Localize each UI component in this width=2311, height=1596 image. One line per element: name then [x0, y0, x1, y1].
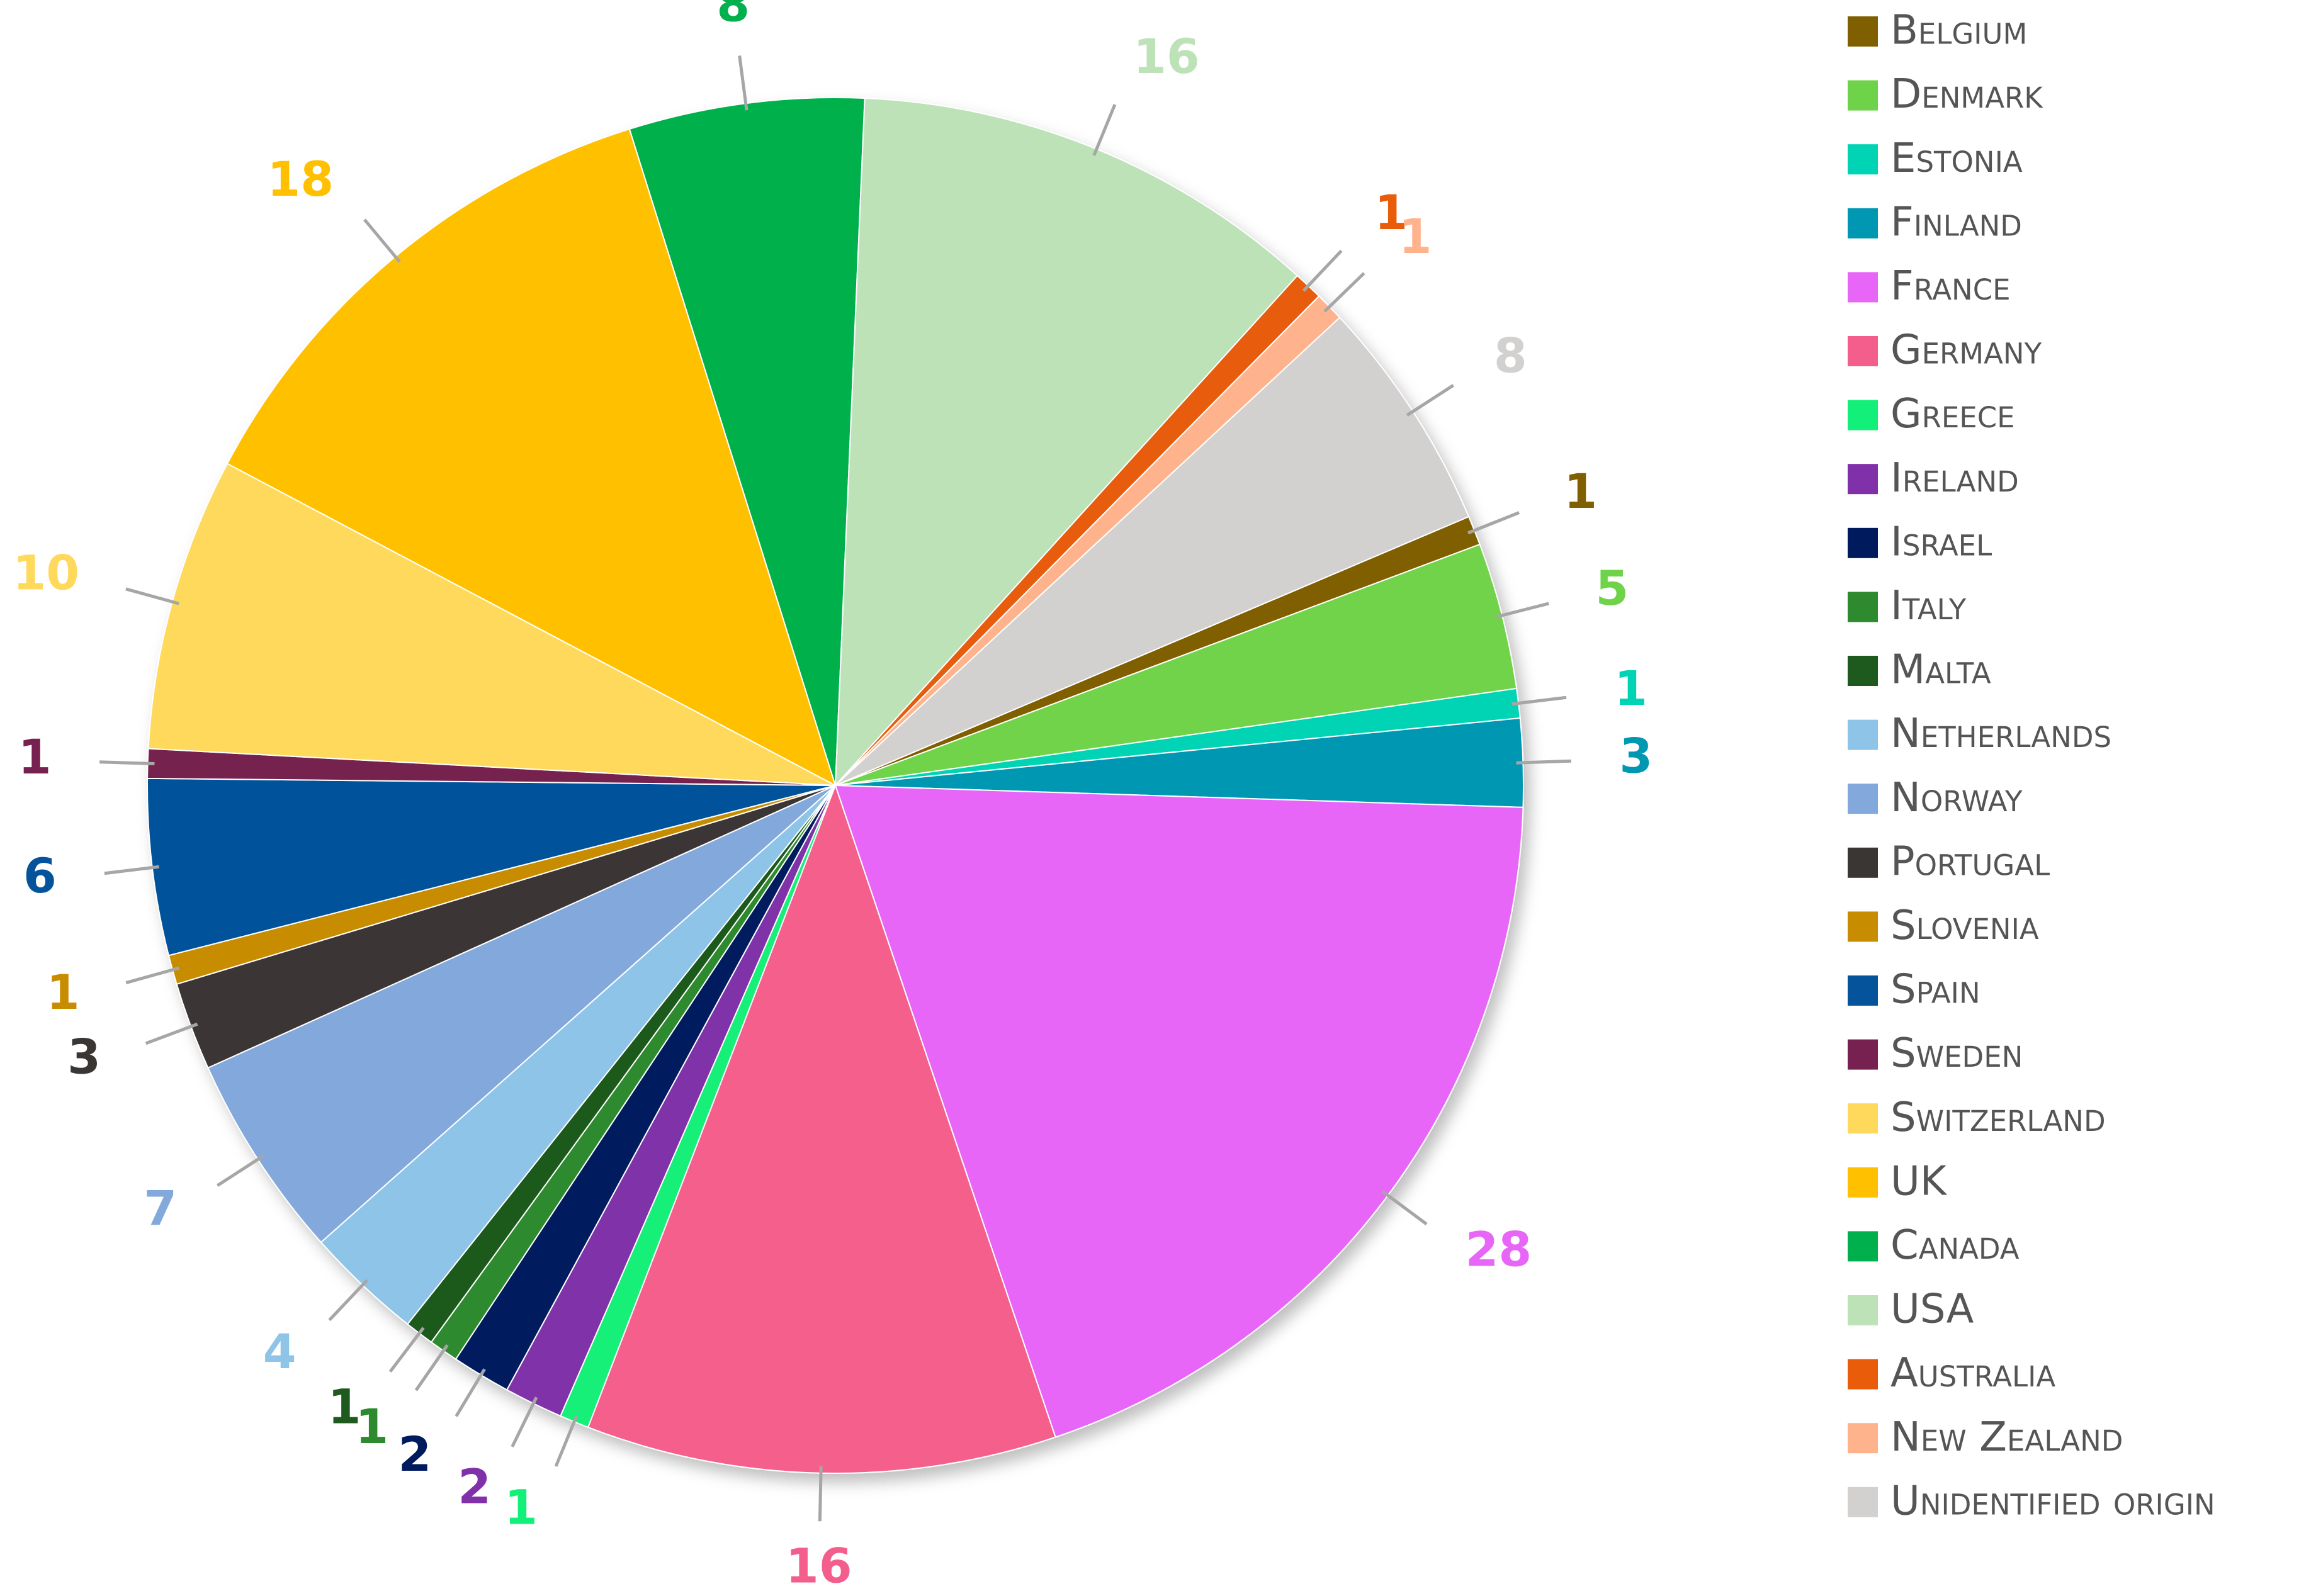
- legend-swatch: [1848, 1359, 1878, 1390]
- legend-swatch: [1848, 336, 1878, 366]
- data-label: 1: [1564, 463, 1597, 519]
- leader-line: [145, 1022, 198, 1045]
- data-label: 1: [328, 1378, 361, 1434]
- leader-line: [818, 1466, 823, 1522]
- leader-line: [1323, 272, 1365, 313]
- legend-swatch: [1848, 656, 1878, 686]
- legend-label: USA: [1890, 1286, 1974, 1333]
- legend-swatch: [1848, 847, 1878, 878]
- legend-swatch: [1848, 592, 1878, 622]
- pie: [147, 97, 1524, 1474]
- legend-swatch: [1848, 1486, 1878, 1517]
- data-label: 10: [13, 544, 79, 600]
- leader-line: [99, 760, 155, 765]
- legend-swatch: [1848, 911, 1878, 942]
- legend-label: Switzerland: [1890, 1094, 2106, 1141]
- legend-swatch: [1848, 1103, 1878, 1134]
- data-label: 7: [144, 1180, 177, 1236]
- legend-swatch: [1848, 784, 1878, 814]
- leader-line: [1381, 1189, 1428, 1226]
- leader-line: [388, 1327, 425, 1373]
- legend-swatch: [1848, 1231, 1878, 1262]
- legend-label: Slovenia: [1890, 902, 2039, 949]
- legend-swatch: [1848, 80, 1878, 111]
- leader-line: [125, 587, 179, 605]
- legend-label: Australia: [1890, 1350, 2055, 1396]
- legend-label: Netherlands: [1890, 711, 2111, 757]
- legend-swatch: [1848, 16, 1878, 47]
- leader-line: [738, 55, 749, 111]
- legend-label: Portugal: [1890, 838, 2050, 885]
- leader-line: [414, 1344, 449, 1391]
- legend-label: Unidentified origin: [1890, 1478, 2215, 1524]
- data-label: 5: [1595, 560, 1629, 616]
- leader-line: [125, 966, 180, 984]
- legend-label: Sweden: [1890, 1030, 2023, 1077]
- data-label: 1: [504, 1480, 538, 1536]
- data-label: 1: [18, 729, 52, 785]
- legend-swatch: [1848, 975, 1878, 1006]
- legend-swatch: [1848, 1295, 1878, 1325]
- legend-swatch: [1848, 144, 1878, 175]
- leader-line: [1495, 602, 1549, 619]
- legend-label: Canada: [1890, 1222, 2020, 1269]
- legend-label: Norway: [1890, 775, 2023, 821]
- legend-label: Ireland: [1890, 455, 2019, 502]
- data-label: 2: [398, 1426, 431, 1482]
- legend-label: UK: [1890, 1158, 1948, 1205]
- data-label: 1: [1374, 184, 1408, 240]
- data-label: 18: [267, 151, 334, 207]
- data-label: 3: [67, 1029, 101, 1085]
- legend-label: Belgium: [1890, 8, 2027, 54]
- legend-label: France: [1890, 263, 2011, 310]
- legend-label: Spain: [1890, 967, 1980, 1013]
- data-label: 1: [47, 964, 80, 1020]
- legend-swatch: [1848, 272, 1878, 303]
- legend-label: Malta: [1890, 647, 1991, 694]
- legend-swatch: [1848, 400, 1878, 430]
- legend-swatch: [1848, 527, 1878, 558]
- data-label: 16: [786, 1538, 852, 1594]
- leader-line: [363, 218, 401, 263]
- legend-label: Greece: [1890, 391, 2015, 437]
- leader-line: [1516, 759, 1571, 765]
- legend-swatch: [1848, 464, 1878, 495]
- legend-swatch: [1848, 1423, 1878, 1454]
- data-label: 6: [23, 848, 57, 904]
- leader-line: [104, 865, 159, 875]
- data-label: 1: [1399, 208, 1432, 264]
- data-label: 28: [1466, 1222, 1532, 1278]
- leader-line: [1092, 104, 1117, 156]
- legend-label: Finland: [1890, 199, 2022, 245]
- legend-swatch: [1848, 1167, 1878, 1198]
- data-label: 8: [716, 0, 750, 33]
- leader-line: [455, 1368, 486, 1417]
- leader-line: [217, 1154, 265, 1187]
- data-label: 1: [1614, 660, 1647, 716]
- leader-line: [1406, 384, 1454, 417]
- legend-label: Denmark: [1890, 71, 2043, 118]
- leader-line: [511, 1396, 538, 1447]
- legend-label: Estonia: [1890, 135, 2023, 182]
- legend-label: Israel: [1890, 519, 1992, 565]
- leader-line: [1467, 511, 1520, 535]
- leader-line: [1302, 249, 1343, 292]
- leader-line: [1511, 695, 1567, 706]
- legend-swatch: [1848, 208, 1878, 239]
- data-label: 1: [355, 1398, 388, 1454]
- data-label: 16: [1133, 28, 1200, 84]
- legend-swatch: [1848, 1039, 1878, 1070]
- leader-line: [554, 1415, 579, 1467]
- legend-label: Italy: [1890, 583, 1967, 629]
- legend-label: Germany: [1890, 327, 2042, 374]
- data-label: 4: [263, 1323, 297, 1380]
- data-label: 2: [458, 1459, 491, 1515]
- data-label: 8: [1494, 328, 1527, 384]
- data-label: 3: [1619, 728, 1653, 784]
- leader-line: [328, 1279, 369, 1322]
- legend-swatch: [1848, 719, 1878, 750]
- legend-label: New Zealand: [1890, 1414, 2123, 1461]
